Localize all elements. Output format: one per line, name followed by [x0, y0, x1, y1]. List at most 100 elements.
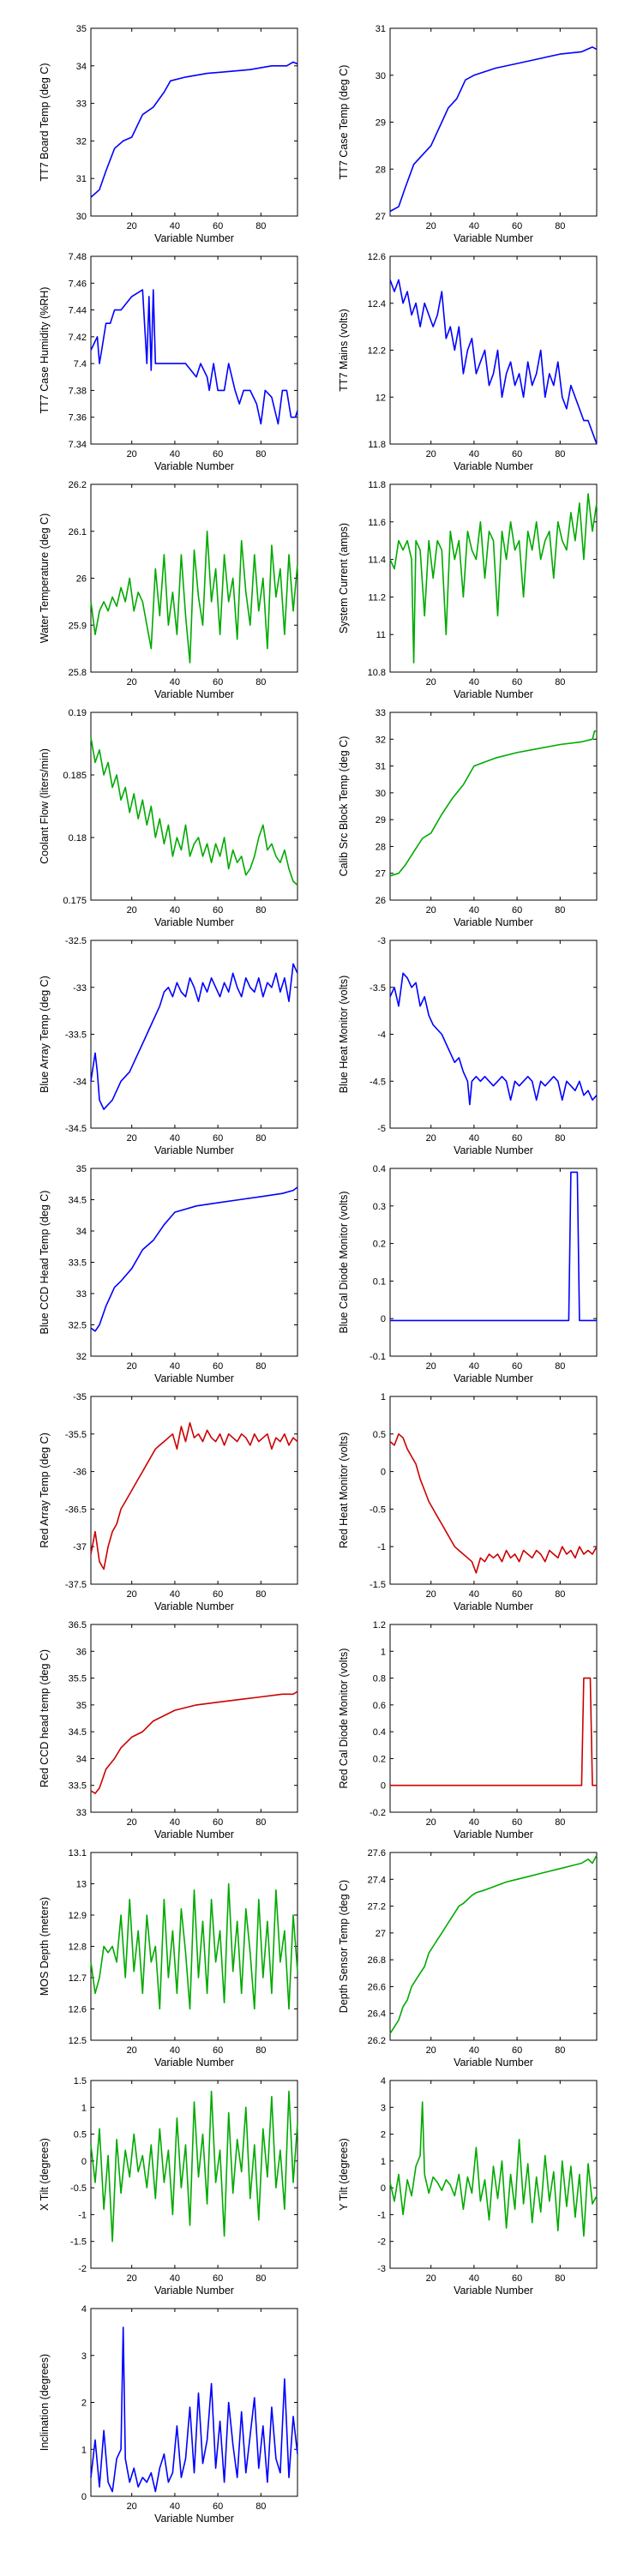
- plot-frame: [90, 255, 298, 445]
- y-tick-label: 27: [376, 869, 386, 880]
- x-axis-label: Variable Number: [154, 232, 234, 244]
- series-line: [90, 1421, 298, 1570]
- y-tick-label: 26.6: [368, 1982, 386, 1992]
- x-tick-label: 60: [512, 2045, 522, 2056]
- y-tick-label: 34.5: [69, 1727, 87, 1738]
- y-axis-label: X Tilt (degrees): [39, 2138, 51, 2211]
- y-tick-label: 33.5: [69, 1258, 87, 1269]
- x-axis-label: Variable Number: [154, 916, 234, 928]
- y-tick-label: 7.34: [69, 440, 87, 450]
- y-tick-label: -0.5: [370, 1504, 386, 1515]
- y-tick-label: 27.4: [368, 1875, 386, 1885]
- series-line: [90, 963, 298, 1110]
- series-line: [389, 2101, 598, 2237]
- x-tick-label: 80: [555, 449, 565, 459]
- y-tick-label: -32.5: [65, 936, 87, 946]
- y-tick-label: 11.6: [368, 518, 386, 528]
- chart-7: 0.175 0.18 0.185 0.19 20 40 60 80 Variable Numbe…: [39, 708, 298, 928]
- y-tick-label: -37: [73, 1542, 87, 1552]
- y-tick-label: 34: [76, 62, 87, 72]
- y-tick-label: -3: [377, 936, 386, 946]
- y-tick-label: 0.19: [69, 708, 87, 718]
- x-tick-label: 40: [170, 1361, 180, 1372]
- y-tick-label: 0.1: [373, 1276, 386, 1287]
- y-tick-label: 2: [381, 2130, 386, 2141]
- chart-4: 11.8 12 12.2 12.4 12.6 20 40 60 80 Variable Numbe…: [338, 252, 598, 472]
- chart-18: 26.2 26.4 26.6 26.8 27 27.2 27.4 27.6 20 40 60 80 Va…: [338, 1848, 598, 2069]
- x-tick-label: 60: [213, 677, 223, 688]
- y-tick-label: 34: [76, 1227, 87, 1237]
- x-tick-label: 80: [555, 1817, 565, 1828]
- x-axis-label: Variable Number: [154, 1828, 234, 1840]
- chart-1: 30 31 32 33 34 35 20 40 60 80 Variable Number TT7 B…: [39, 24, 298, 244]
- x-axis-label: Variable Number: [454, 1600, 533, 1612]
- x-tick-label: 60: [213, 905, 223, 916]
- x-tick-label: 40: [170, 2273, 180, 2284]
- x-tick-label: 20: [127, 1589, 137, 1600]
- y-tick-label: 0.185: [63, 771, 87, 781]
- y-tick-label: -4: [377, 1030, 386, 1041]
- y-tick-label: 12.6: [368, 252, 386, 262]
- chart-20: -3 -2 -1 0 1 2 3 4 20 40 60 80 Variable Number Y Tilt…: [338, 2076, 598, 2297]
- series-line: [389, 972, 598, 1106]
- x-tick-label: 20: [426, 905, 436, 916]
- series-line: [389, 1854, 598, 2034]
- y-tick-label: -33.5: [65, 1030, 87, 1041]
- x-axis-label: Variable Number: [454, 1828, 533, 1840]
- x-tick-label: 40: [170, 2045, 180, 2056]
- x-axis-label: Variable Number: [154, 1600, 234, 1612]
- y-tick-label: 31: [76, 174, 87, 184]
- chart-12: -0.1 0 0.1 0.2 0.3 0.4 20 40 60 80 Variable Number…: [338, 1164, 598, 1384]
- x-tick-label: 20: [127, 221, 137, 231]
- y-tick-label: 35: [76, 24, 87, 34]
- y-tick-label: 12.9: [69, 1911, 87, 1921]
- x-tick-label: 60: [213, 1589, 223, 1600]
- series-line: [390, 1677, 597, 1786]
- y-axis-label: Calib Src Block Temp (deg C): [338, 736, 350, 877]
- x-tick-label: 60: [213, 2501, 223, 2512]
- plot-frame: [389, 1396, 598, 1585]
- y-tick-label: 12.7: [69, 1973, 87, 1984]
- y-tick-label: 33: [76, 99, 87, 110]
- y-tick-label: 2: [81, 2399, 87, 2409]
- x-axis-label: Variable Number: [454, 1144, 533, 1156]
- x-tick-label: 20: [426, 221, 436, 231]
- x-tick-label: 60: [213, 1133, 223, 1144]
- y-tick-label: 10.8: [368, 668, 386, 678]
- y-tick-label: 7.48: [69, 252, 87, 262]
- chart-9: -34.5 -34 -33.5 -33 -32.5 20 40 60 80 Variable Nu…: [39, 936, 298, 1156]
- x-tick-label: 60: [512, 1589, 522, 1600]
- y-tick-label: 33: [76, 1289, 87, 1300]
- plot-frame: [90, 1624, 298, 1813]
- x-tick-label: 60: [512, 221, 522, 231]
- x-axis-label: Variable Number: [154, 1144, 234, 1156]
- y-tick-label: 26.2: [368, 2036, 386, 2046]
- plot-frame: [90, 712, 298, 901]
- y-axis-label: Depth Sensor Temp (deg C): [338, 1880, 350, 2013]
- x-tick-label: 20: [127, 2273, 137, 2284]
- x-tick-label: 40: [170, 1589, 180, 1600]
- y-tick-label: -33: [73, 983, 87, 994]
- series-line: [90, 1882, 298, 2010]
- y-tick-label: 36: [76, 1647, 87, 1657]
- x-tick-label: 60: [512, 2273, 522, 2284]
- y-tick-label: 12: [376, 393, 386, 403]
- x-tick-label: 20: [426, 677, 436, 688]
- x-tick-label: 40: [170, 677, 180, 688]
- y-tick-label: 3: [381, 2103, 386, 2113]
- y-tick-label: -2: [78, 2264, 87, 2274]
- x-tick-label: 80: [255, 2273, 266, 2284]
- y-tick-label: 35: [76, 1701, 87, 1711]
- y-tick-label: 33: [376, 708, 386, 718]
- y-tick-label: 30: [376, 71, 386, 81]
- y-tick-label: 30: [376, 789, 386, 799]
- y-axis-label: Y Tilt (degrees): [338, 2138, 350, 2211]
- y-axis-label: Blue CCD Head Temp (deg C): [39, 1191, 51, 1335]
- y-tick-label: -35: [73, 1392, 87, 1402]
- x-tick-label: 60: [213, 2273, 223, 2284]
- y-axis-label: MOS Depth (meters): [39, 1897, 51, 1996]
- x-tick-label: 40: [469, 1589, 479, 1600]
- y-axis-label: TT7 Case Temp (deg C): [338, 65, 350, 180]
- x-tick-label: 80: [255, 1133, 266, 1144]
- y-tick-label: -36: [73, 1468, 87, 1478]
